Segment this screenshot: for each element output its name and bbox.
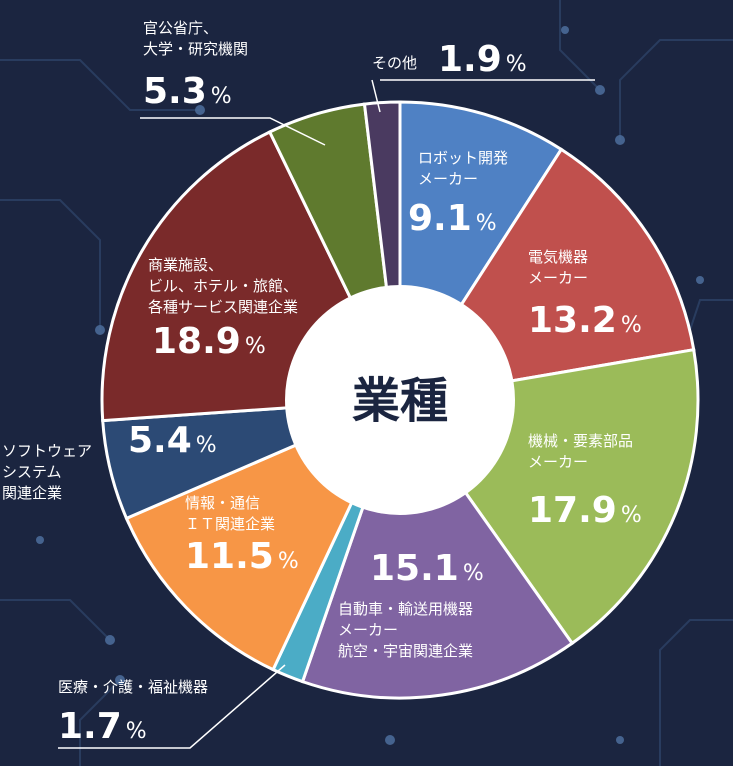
slice-label: 各種サービス関連企業 (148, 298, 298, 316)
slice-value-label: 17.9% (528, 490, 642, 531)
slice-label: 関連企業 (2, 484, 62, 502)
slice-label: 大学・研究機関 (143, 40, 248, 58)
slice-label: 自動車・輸送用機器 (338, 600, 473, 618)
slice-label: システム (2, 463, 62, 481)
slice-value-label: 15.1% (370, 548, 484, 589)
slice-value-label: 5.3% (143, 71, 232, 112)
slice-label: 官公省庁、 (143, 19, 218, 37)
slice-value-label: 1.9% (438, 39, 527, 80)
slice-label: 医療・介護・福祉機器 (58, 678, 208, 696)
slice-label: ビル、ホテル・旅館、 (148, 277, 298, 295)
slice-label: メーカー (528, 453, 588, 471)
slice-label: ソフトウェア (2, 442, 92, 460)
leader-line (371, 79, 381, 113)
slice-value-label: 18.9% (152, 321, 266, 362)
slice-label: 商業施設、 (148, 256, 223, 274)
slice-label: その他 (372, 54, 417, 72)
leader-lines (58, 79, 595, 749)
slice-label: 情報・通信 (185, 494, 260, 512)
pie-slice (300, 396, 575, 700)
slice-label: 電気機器 (528, 248, 588, 266)
slice-value-label: 11.5% (185, 536, 299, 577)
slice-label: 航空・宇宙関連企業 (338, 642, 473, 660)
donut-hole (285, 285, 515, 515)
leader-line (140, 117, 326, 146)
slice-label: メーカー (338, 621, 398, 639)
slice-label: メーカー (528, 269, 588, 287)
chart-title: 業種 (352, 373, 448, 429)
slice-value-label: 9.1% (408, 198, 497, 239)
slice-value-label: 1.7% (58, 706, 147, 747)
leader-line (58, 664, 286, 749)
slice-value-label: 13.2% (528, 300, 642, 341)
slice-label: 機械・要素部品 (528, 432, 633, 450)
slice-label: ＩＴ関連企業 (185, 515, 275, 533)
slice-value-label: 5.4% (128, 420, 217, 461)
slice-label: メーカー (418, 170, 478, 188)
slice-label: ロボット開発 (418, 149, 508, 167)
